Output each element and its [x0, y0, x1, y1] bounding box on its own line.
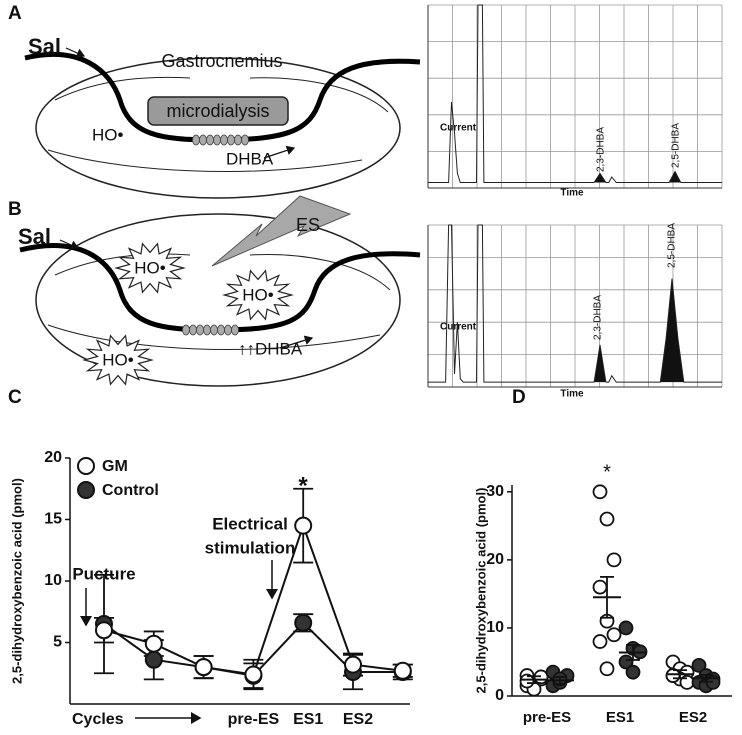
starburst: [222, 269, 294, 321]
peak-fill: [669, 171, 681, 183]
legend-label: GM: [102, 458, 128, 475]
marker: [344, 655, 362, 674]
label: ↑↑DHBA: [238, 339, 303, 358]
y-axis-label: 2,5-dihydroxybenzoic acid (pmol): [473, 488, 488, 694]
y-axis-label: 2,5-dihydroxybenzoic acid (pmol): [9, 478, 24, 684]
dot: [592, 484, 608, 500]
dot: [606, 627, 622, 643]
diagram-a: Sal Gastrocnemius microdialysis HO• DHBA: [24, 34, 421, 199]
label: HO•: [134, 258, 166, 277]
y-tick-label: 10: [486, 619, 504, 636]
dot: [606, 552, 622, 568]
dot: [592, 579, 608, 595]
panel-label: D: [512, 387, 526, 408]
annotation: stimulation: [205, 538, 296, 557]
x-tick-label: ES2: [343, 711, 373, 728]
dot: [599, 661, 615, 677]
starburst: [114, 242, 186, 294]
y-axis-label: Current: [440, 123, 477, 134]
label: Sal: [28, 34, 61, 59]
y-tick-label: 10: [44, 572, 62, 589]
peak-fill: [594, 344, 606, 383]
y-tick-label: 5: [53, 634, 62, 651]
dot: [691, 657, 707, 673]
legend-marker: [77, 457, 95, 475]
label: microdialysis: [166, 101, 269, 121]
marker: [294, 516, 313, 535]
label: ES: [296, 215, 320, 235]
annotation: *: [603, 461, 611, 483]
x-tick-label: ES1: [606, 709, 634, 726]
x-axis-label: Time: [560, 188, 584, 199]
x-tick-label: pre-ES: [228, 711, 280, 728]
y-tick-label: 15: [44, 511, 62, 528]
annotation: Pucture: [72, 564, 135, 583]
annotation: Electrical: [212, 514, 288, 533]
x-tick-label: ES2: [679, 709, 707, 726]
peak-label: 2,5-DHBA: [671, 123, 682, 168]
marker: [244, 665, 263, 684]
label: Gastrocnemius: [161, 51, 282, 71]
peak-fill: [660, 278, 684, 383]
x-axis-label: Cycles: [72, 711, 124, 728]
dot: [618, 654, 634, 670]
x-tick-label: pre-ES: [523, 709, 571, 726]
y-tick-label: 20: [44, 449, 62, 466]
panel-label: A: [8, 3, 22, 24]
marker: [393, 661, 412, 680]
starburst: [82, 334, 154, 386]
panel-label: C: [8, 387, 22, 408]
label: Sal: [18, 224, 51, 249]
annotation: *: [298, 472, 308, 499]
y-tick-label: 20: [486, 551, 504, 568]
peak-fill: [594, 173, 606, 183]
marker: [95, 621, 113, 640]
peak-label: 2,3-DHBA: [596, 127, 607, 172]
x-axis-label: Time: [560, 389, 584, 400]
label: HO•: [102, 350, 134, 369]
y-axis-label: Current: [440, 322, 477, 333]
dot: [592, 634, 608, 649]
peak-label: 2,5-DHBA: [667, 223, 678, 268]
y-tick-label: 30: [486, 483, 504, 500]
panel-label: B: [8, 199, 22, 220]
dot: [625, 664, 641, 680]
label: HO•: [92, 125, 124, 144]
trace: [428, 224, 722, 383]
label: DHBA: [226, 149, 274, 168]
marker: [144, 634, 163, 653]
y-tick-label: 0: [495, 687, 504, 704]
legend-marker: [77, 481, 95, 499]
peak-label: 2,3-DHBA: [593, 295, 604, 340]
diagram-b: Sal ES ↑↑DHBA HO• HO• HO•: [18, 195, 421, 387]
marker: [144, 650, 163, 669]
marker: [194, 658, 213, 677]
label: HO•: [242, 285, 274, 304]
marker: [294, 613, 313, 632]
dot: [599, 511, 615, 527]
trace: [428, 4, 722, 183]
legend-label: Control: [102, 482, 159, 499]
dot: [618, 620, 634, 636]
x-tick-label: ES1: [293, 711, 323, 728]
